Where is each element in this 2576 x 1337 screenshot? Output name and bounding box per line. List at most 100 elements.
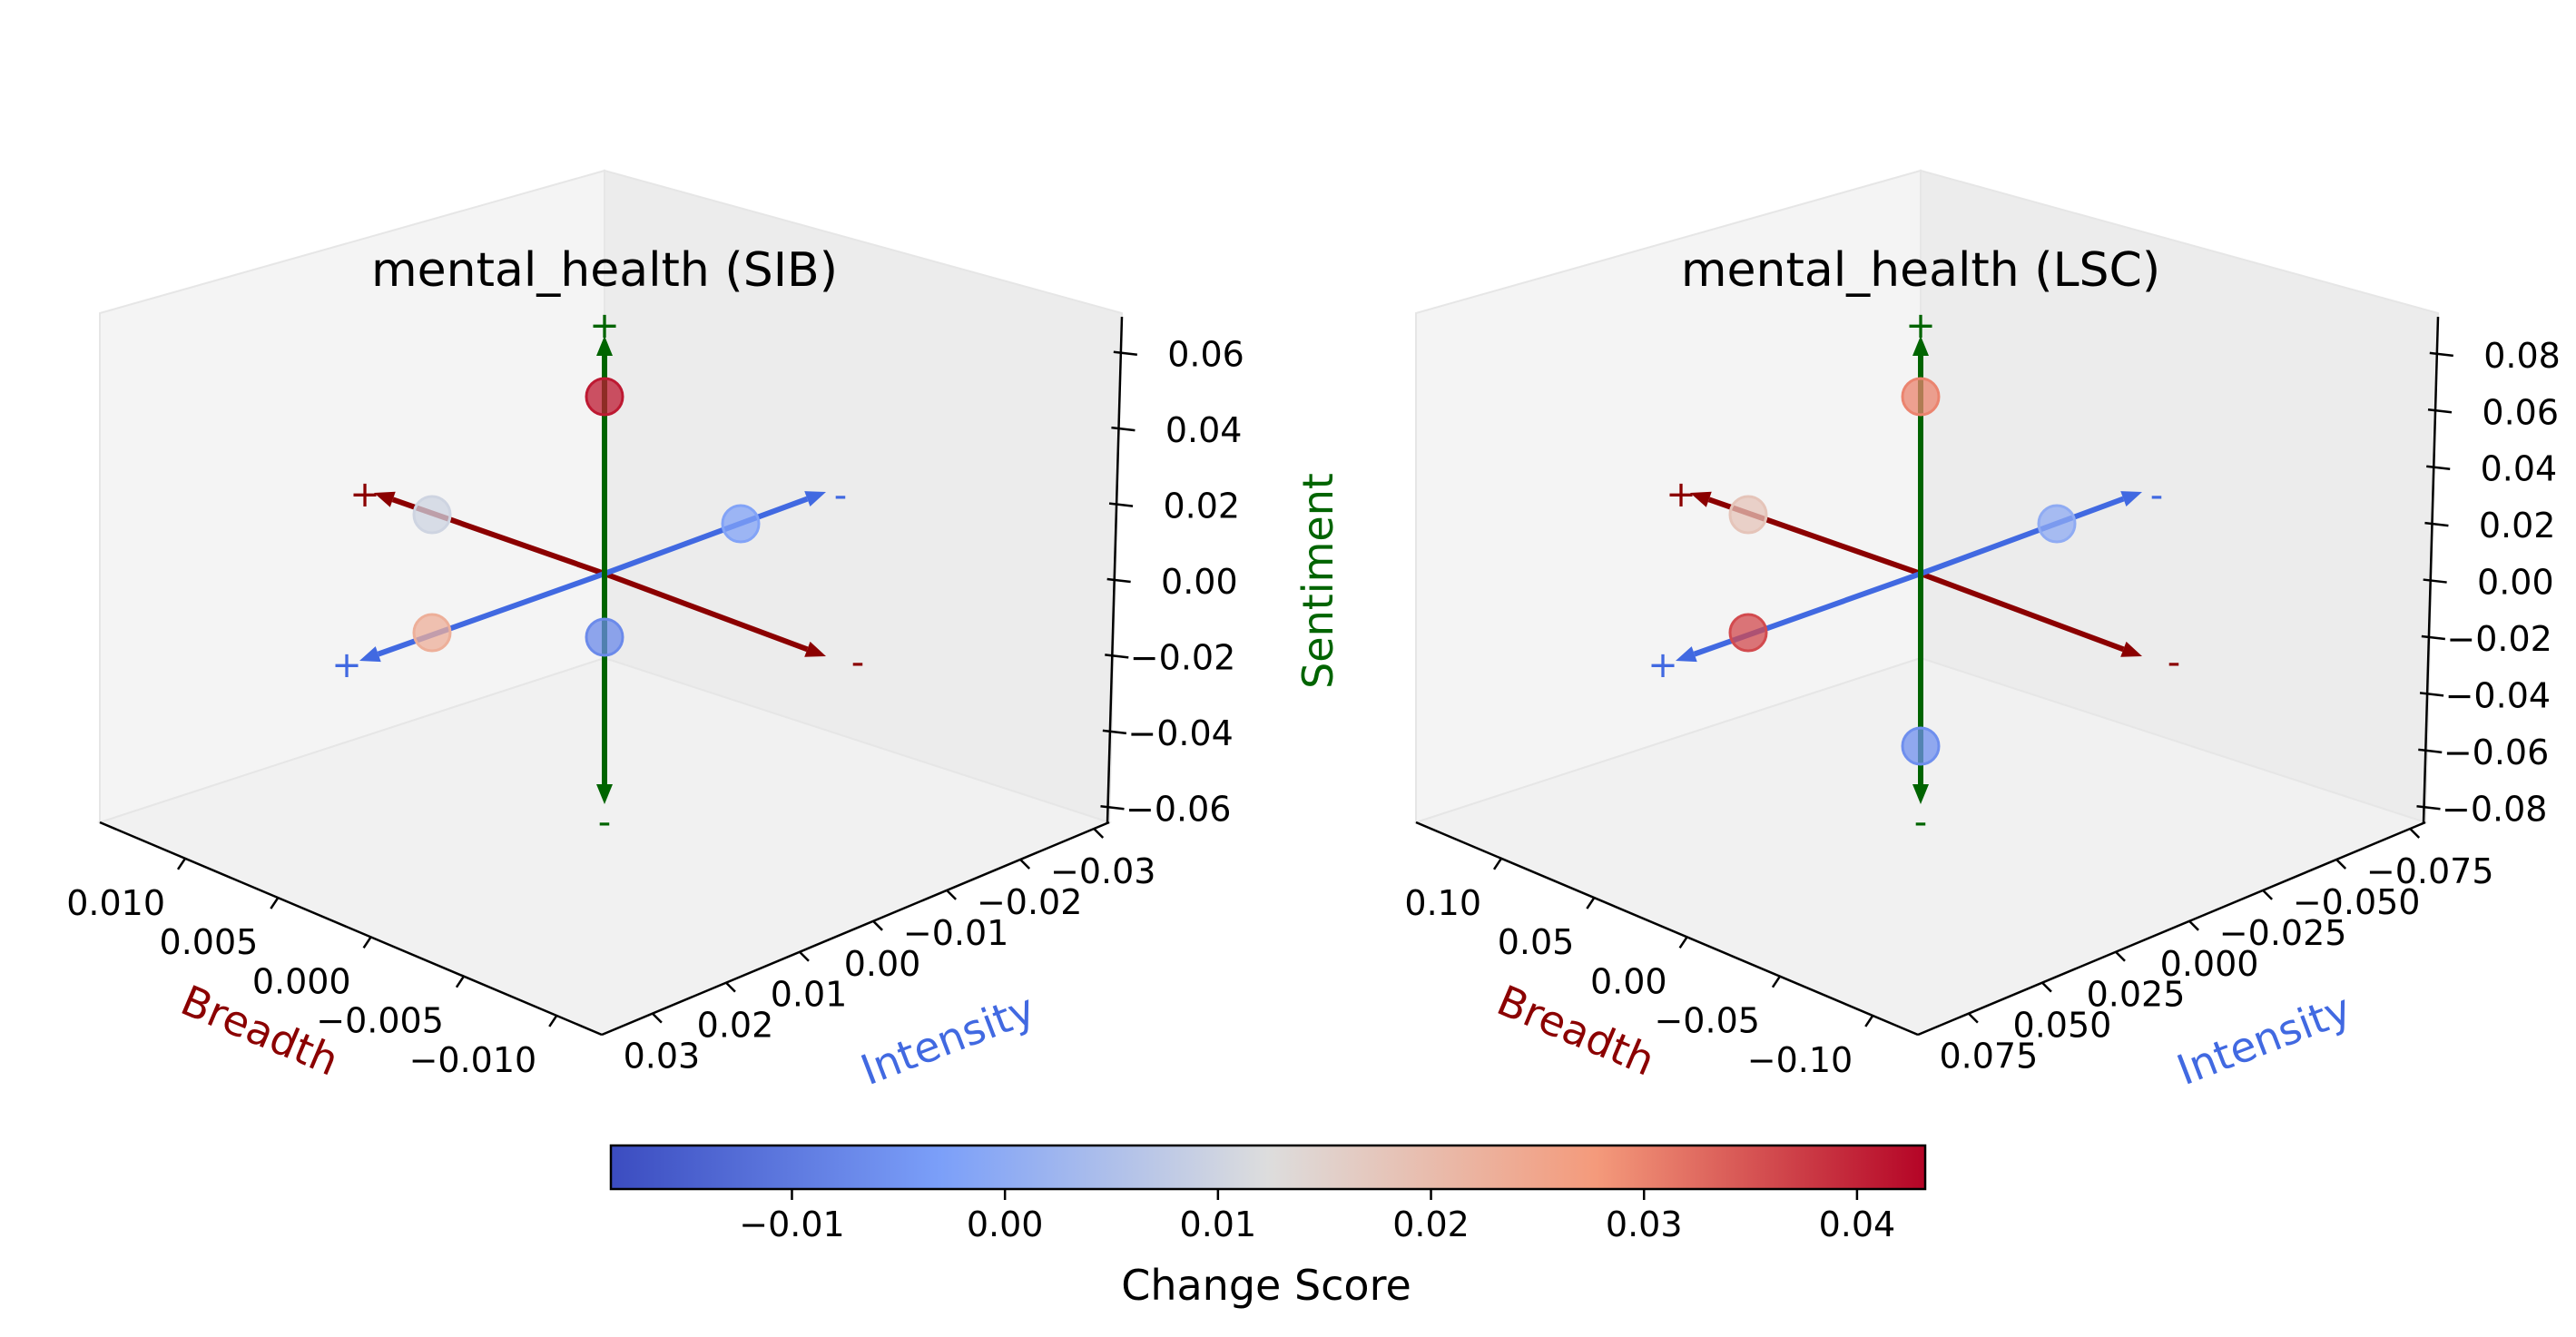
- sentiment-tick-label: 0.02: [1163, 487, 1240, 526]
- intensity-tick-label: 0.01: [771, 975, 848, 1015]
- sentiment-tick-label: 0.06: [2482, 392, 2559, 432]
- sentiment-tick: [1102, 729, 1127, 735]
- breadth-tick-label: 0.00: [1590, 961, 1667, 1001]
- breadth-arrowhead-minus: [2120, 641, 2142, 657]
- data-point-sentiment-minus: [585, 617, 624, 657]
- intensity-tick: [725, 981, 736, 993]
- intensity-tick-label: 0.075: [1940, 1037, 2039, 1076]
- intensity-tick: [2335, 859, 2347, 870]
- sentiment-tick: [2424, 521, 2449, 527]
- intensity-tick: [1968, 1012, 1979, 1024]
- intensity-plus-label: +: [1647, 644, 1678, 686]
- intensity-tick-label: −0.025: [2219, 913, 2347, 953]
- sentiment-arrowhead-plus: [1912, 336, 1929, 356]
- intensity-minus-label: -: [2150, 475, 2163, 516]
- sentiment-tick-label: −0.06: [1126, 789, 1231, 829]
- intensity-axis-label: Intensity: [2170, 984, 2357, 1095]
- data-point-sentiment-minus: [1901, 726, 1941, 766]
- intensity-tick-label: −0.050: [2293, 882, 2421, 922]
- breadth-tick: [270, 897, 280, 909]
- data-point-intensity-minus: [721, 504, 761, 544]
- data-point-intensity-plus: [1728, 613, 1768, 653]
- sentiment-tick-label: 0.02: [2479, 506, 2556, 546]
- data-point-breadth-plus: [412, 495, 452, 535]
- sentiment-tick: [2419, 692, 2444, 697]
- intensity-tick: [652, 1012, 663, 1024]
- intensity-tick: [2188, 919, 2199, 931]
- sentiment-axis-spine: [1106, 316, 1124, 824]
- colorbar-tick-label: 0.01: [1180, 1204, 1257, 1244]
- sentiment-tick: [1106, 577, 1131, 584]
- intensity-tick-label: 0.02: [697, 1006, 774, 1046]
- intensity-arrowhead-minus: [2120, 491, 2142, 507]
- sentiment-tick-label: 0.00: [1161, 562, 1238, 602]
- colorbar-tick-label: 0.03: [1606, 1204, 1683, 1244]
- breadth-minus-label: -: [2168, 642, 2180, 683]
- data-point-intensity-minus: [2037, 504, 2077, 544]
- breadth-tick-label: 0.05: [1498, 922, 1575, 962]
- intensity-plus-label: +: [331, 644, 362, 686]
- intensity-tick-label: −0.03: [1050, 851, 1155, 891]
- sentiment-arrowhead-minus: [596, 784, 613, 804]
- breadth-tick-label: −0.05: [1654, 1001, 1759, 1041]
- sentiment-tick-label: −0.06: [2443, 732, 2549, 772]
- sentiment-arrowhead-minus: [1912, 784, 1929, 804]
- breadth-tick-label: −0.010: [409, 1040, 537, 1080]
- subplot-sib: +-+-+-mental_health (SIB)0.060.040.020.0…: [66, 169, 1342, 1095]
- breadth-tick-label: 0.010: [66, 883, 165, 923]
- sentiment-tick: [2416, 805, 2441, 811]
- sentiment-axis-spine: [2422, 316, 2440, 824]
- sentiment-tick: [1113, 350, 1137, 356]
- data-point-sentiment-plus: [1901, 377, 1941, 417]
- sentiment-tick: [2421, 634, 2445, 641]
- colorbar-gradient: [609, 1144, 1927, 1191]
- intensity-tick-label: 0.050: [2013, 1006, 2112, 1046]
- sentiment-tick: [2426, 465, 2451, 470]
- sentiment-tick-label: 0.06: [1167, 335, 1244, 375]
- intensity-tick: [2115, 950, 2126, 962]
- intensity-tick: [1093, 828, 1105, 839]
- breadth-arrowhead-plus: [1690, 491, 1712, 507]
- sentiment-plus-label: +: [589, 305, 620, 347]
- sentiment-tick: [1100, 805, 1125, 811]
- sentiment-tick: [1111, 426, 1136, 432]
- breadth-plus-label: +: [1666, 474, 1696, 516]
- data-point-intensity-plus: [412, 613, 452, 653]
- intensity-tick-label: 0.03: [624, 1037, 701, 1076]
- breadth-axis-spine: [99, 821, 603, 1037]
- breadth-tick: [455, 975, 465, 988]
- intensity-arrowhead-minus: [804, 491, 826, 507]
- sentiment-tick-label: −0.02: [2446, 619, 2551, 659]
- sentiment-tick-label: −0.08: [2442, 789, 2547, 829]
- intensity-axis-spine: [1917, 821, 2426, 1037]
- sentiment-tick: [2418, 748, 2443, 754]
- intensity-tick-label: 0.000: [2160, 944, 2259, 984]
- colorbar-tick-label: −0.01: [739, 1204, 844, 1244]
- sentiment-plus-label: +: [1905, 305, 1936, 347]
- sentiment-tick-label: −0.04: [1127, 713, 1233, 753]
- sentiment-tick-label: 0.04: [2481, 449, 2558, 489]
- intensity-axis-line-minus: [603, 496, 809, 576]
- breadth-tick-label: 0.10: [1404, 883, 1481, 923]
- data-point-sentiment-plus: [585, 377, 624, 417]
- breadth-tick-label: 0.005: [160, 922, 259, 962]
- breadth-axis-spine: [1415, 821, 1919, 1037]
- breadth-tick-label: −0.005: [316, 1001, 444, 1041]
- breadth-tick: [176, 858, 187, 870]
- intensity-axis-label: Intensity: [854, 984, 1041, 1095]
- breadth-tick: [362, 936, 372, 949]
- intensity-tick-label: −0.02: [977, 882, 1082, 922]
- intensity-tick: [2262, 889, 2274, 900]
- breadth-tick: [1864, 1015, 1874, 1027]
- breadth-arrowhead-minus: [804, 641, 826, 657]
- breadth-tick: [1678, 936, 1688, 949]
- intensity-tick-label: −0.075: [2366, 851, 2494, 891]
- breadth-tick: [1492, 858, 1503, 870]
- breadth-tick: [1586, 897, 1596, 909]
- sentiment-tick-label: −0.02: [1130, 637, 1235, 677]
- intensity-tick: [946, 889, 958, 900]
- subplot-title: mental_health (LSC): [1681, 243, 2160, 298]
- sentiment-tick-label: 0.00: [2477, 563, 2554, 603]
